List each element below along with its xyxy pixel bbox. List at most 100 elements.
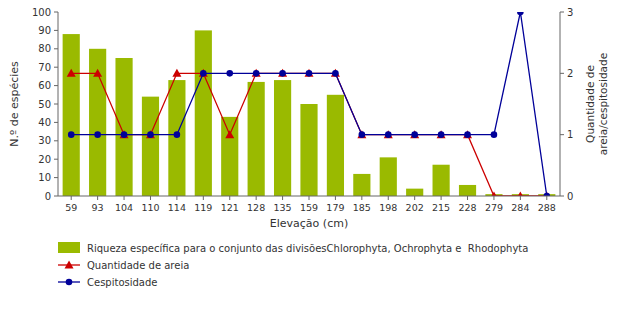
marker: [411, 131, 418, 138]
y2-tick: [560, 196, 564, 197]
y-tick-label: 90: [38, 25, 51, 36]
chart: 0102030405060708090100012359931041101141…: [0, 0, 630, 329]
marker: [517, 12, 524, 15]
x-tick: [388, 196, 389, 200]
x-tick-label: 284: [511, 202, 529, 213]
bar: [89, 49, 106, 196]
marker: [225, 130, 234, 138]
x-tick: [256, 196, 257, 200]
x-tick: [124, 196, 125, 200]
y2-tick-label: 2: [567, 68, 573, 79]
y-tick: [54, 48, 58, 49]
marker: [410, 130, 419, 138]
x-tick-label: 279: [485, 202, 503, 213]
x-tick-label: 215: [432, 202, 450, 213]
x-tick-label: 128: [247, 202, 265, 213]
marker: [174, 131, 181, 138]
x-tick-label: 114: [168, 202, 186, 213]
y-tick-label: 70: [38, 62, 51, 73]
marker: [279, 70, 286, 77]
y-tick-label: 80: [38, 43, 51, 54]
bar: [380, 157, 397, 196]
marker: [172, 69, 181, 77]
x-tick: [282, 196, 283, 200]
x-tick-label: 185: [353, 202, 371, 213]
plot-area: [63, 12, 556, 196]
y-tick: [54, 122, 58, 123]
x-tick-label: 119: [194, 202, 212, 213]
x-tick-label: 110: [141, 202, 159, 213]
bar: [195, 30, 212, 196]
marker: [199, 69, 208, 77]
marker: [385, 131, 392, 138]
y-axis: [58, 12, 59, 196]
marker: [438, 131, 445, 138]
y2-tick: [560, 73, 564, 74]
marker: [278, 69, 287, 77]
y-tick: [54, 196, 58, 197]
y2-label-line: Quantidade de: [584, 65, 596, 143]
y-tick-label: 10: [38, 172, 51, 183]
marker: [305, 69, 314, 77]
y-tick: [54, 104, 58, 105]
marker: [463, 130, 472, 138]
y-tick: [54, 140, 58, 141]
x-tick: [467, 196, 468, 200]
marker: [65, 261, 74, 269]
x-tick: [414, 196, 415, 200]
y-label: N.º de espécies: [8, 61, 21, 147]
marker: [68, 131, 75, 138]
x-tick: [520, 196, 521, 200]
y-tick-label: 50: [38, 99, 51, 110]
marker: [516, 192, 525, 197]
y-tick-label: 20: [38, 154, 51, 165]
x-tick: [150, 196, 151, 200]
bar: [168, 80, 185, 196]
marker: [384, 130, 393, 138]
legend-label: Quantidade de areia: [87, 260, 189, 271]
marker: [359, 131, 366, 138]
x-tick-label: 288: [538, 202, 556, 213]
legend-label: Riqueza específica para o conjunto das d…: [87, 243, 528, 254]
marker: [147, 131, 154, 138]
y2-label: Quantidade deareia/cespitosidade: [584, 53, 609, 155]
marker: [357, 130, 366, 138]
x-tick-label: 135: [274, 202, 292, 213]
marker: [252, 69, 261, 77]
marker: [94, 131, 101, 138]
marker: [226, 70, 233, 77]
bar: [115, 58, 132, 196]
x-tick-label: 202: [406, 202, 424, 213]
x-tick: [71, 196, 72, 200]
x-tick: [176, 196, 177, 200]
marker: [306, 70, 313, 77]
y2-tick-label: 1: [567, 129, 573, 140]
x-label: Elevação (cm): [270, 217, 348, 230]
y-tick-label: 40: [38, 117, 51, 128]
legend: Riqueza específica para o conjunto das d…: [58, 242, 528, 288]
marker: [331, 69, 340, 77]
marker: [200, 70, 207, 77]
y-tick: [54, 67, 58, 68]
bar: [248, 82, 265, 196]
bar: [353, 174, 370, 196]
marker: [66, 279, 73, 286]
marker: [437, 130, 446, 138]
y2-axis: [560, 12, 561, 196]
bar: [274, 80, 291, 196]
x-tick-label: 179: [326, 202, 344, 213]
bar: [63, 34, 80, 196]
x-axis: [58, 196, 560, 197]
marker: [464, 131, 471, 138]
marker: [491, 131, 498, 138]
x-tick-label: 59: [65, 202, 77, 213]
y-tick-label: 0: [45, 191, 51, 202]
marker: [121, 131, 128, 138]
x-tick-label: 228: [458, 202, 476, 213]
x-tick: [203, 196, 204, 200]
bar: [433, 165, 450, 196]
x-tick: [441, 196, 442, 200]
x-tick: [493, 196, 494, 200]
marker: [489, 192, 498, 197]
x-tick: [335, 196, 336, 200]
